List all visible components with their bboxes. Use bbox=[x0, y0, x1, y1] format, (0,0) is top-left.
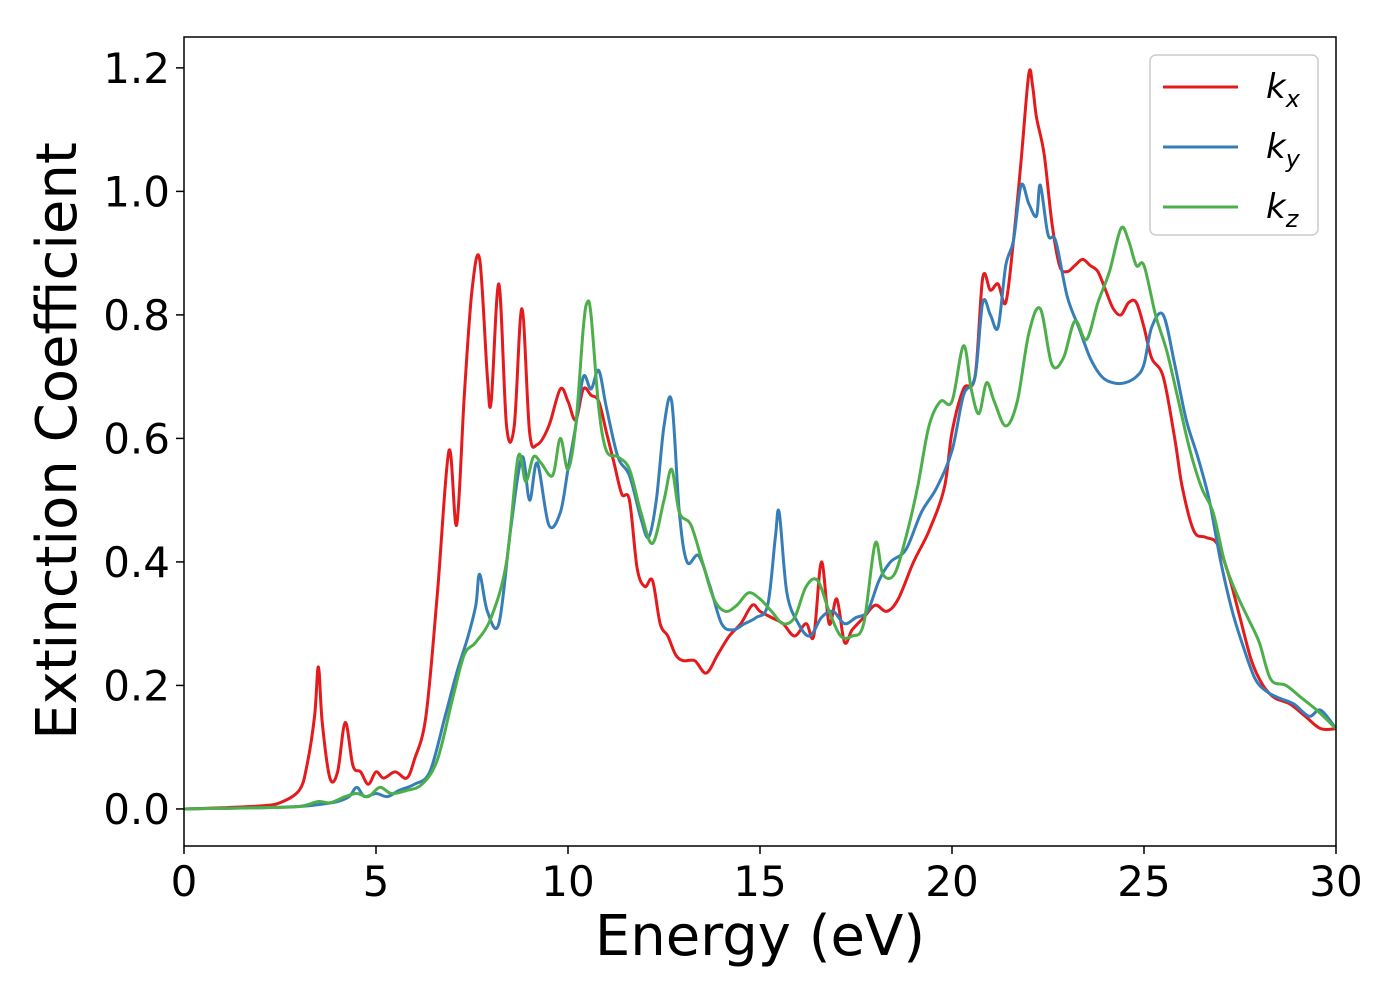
y-tick-label: 0.4 bbox=[103, 538, 170, 587]
x-axis: 0 5 10 15 20 25 30 bbox=[171, 846, 1363, 906]
x-tick-label: 20 bbox=[925, 857, 978, 906]
series-line-kz bbox=[184, 225, 1336, 811]
legend-box bbox=[1149, 54, 1319, 236]
x-tick-label: 10 bbox=[541, 857, 594, 906]
x-tick-label: 30 bbox=[1309, 857, 1362, 906]
y-tick-label: 0.2 bbox=[103, 661, 170, 710]
series-line-kx bbox=[184, 68, 1336, 811]
y-tick-label: 1.2 bbox=[103, 44, 170, 93]
y-tick-label: 0.0 bbox=[103, 785, 170, 834]
y-tick-label: 0.6 bbox=[103, 414, 170, 463]
y-tick-label: 1.0 bbox=[103, 167, 170, 216]
legend-label-kx: kx bbox=[1266, 67, 1301, 113]
y-axis-title: Extinction Coefficient bbox=[25, 142, 90, 740]
legend: kx ky kz bbox=[1149, 54, 1319, 236]
y-axis: 0.0 0.2 0.4 0.6 0.8 1.0 1.2 bbox=[103, 44, 184, 834]
series-line-ky bbox=[184, 182, 1336, 811]
x-axis-title: Energy (eV) bbox=[595, 904, 925, 969]
x-tick-label: 0 bbox=[171, 857, 198, 906]
x-tick-label: 25 bbox=[1117, 857, 1170, 906]
y-tick-label: 0.8 bbox=[103, 291, 170, 340]
legend-label-ky: ky bbox=[1266, 127, 1301, 173]
series-layer bbox=[184, 68, 1336, 811]
x-tick-label: 5 bbox=[363, 857, 390, 906]
x-tick-label: 15 bbox=[733, 857, 786, 906]
legend-label-kz: kz bbox=[1266, 187, 1300, 233]
